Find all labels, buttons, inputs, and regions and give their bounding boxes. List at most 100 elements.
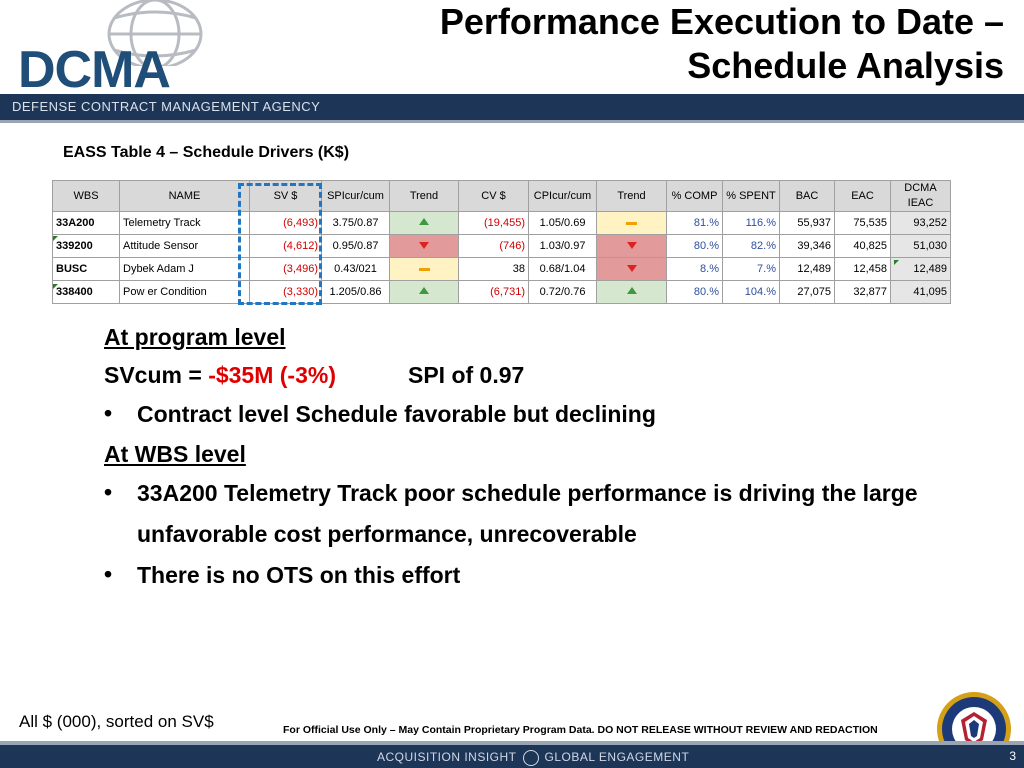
comment-flag (53, 284, 58, 289)
arrow-down-icon (626, 242, 637, 249)
header-wbs: WBS (52, 180, 120, 212)
comment-flag (53, 236, 58, 241)
footer-right-text: GLOBAL ENGAGEMENT (544, 750, 690, 764)
header-bac: BAC (779, 180, 835, 212)
arrow-down-icon (419, 242, 429, 249)
sv-cell: (6,493) (249, 211, 322, 235)
table-row: 339200 Attitude Sensor (4,612) 0.95/0.87 (74… (52, 234, 951, 258)
globe-icon (107, 0, 203, 66)
footer-rule (0, 741, 1024, 745)
globe-icon (522, 749, 539, 766)
name-cell: Pow er Condition (119, 280, 250, 304)
dcma-logo: DCMA (8, 0, 238, 96)
title-line-2: Schedule Analysis (687, 45, 1004, 86)
comp-cell: 8.% (666, 257, 723, 281)
comment-flag (894, 260, 899, 265)
spi-trend-cell (389, 257, 459, 281)
bac-cell: 12,489 (779, 257, 835, 281)
spi-trend-cell (389, 234, 459, 258)
bac-cell: 55,937 (779, 211, 835, 235)
comp-cell: 80.% (666, 280, 723, 304)
header-comp: % COMP (666, 180, 723, 212)
spent-cell: 82.% (722, 234, 780, 258)
table-caption: EASS Table 4 – Schedule Drivers (K$) (63, 144, 350, 161)
cpi-cell: 1.05/0.69 (528, 211, 597, 235)
ieac-cell: 41,095 (890, 280, 951, 304)
program-level-heading: At program level (104, 324, 286, 350)
header-cpi: CPIcur/cum (528, 180, 597, 212)
eac-cell: 75,535 (834, 211, 891, 235)
cpi-cell: 0.68/1.04 (528, 257, 597, 281)
comp-cell: 80.% (666, 234, 723, 258)
spi-trend-cell (389, 280, 459, 304)
ieac-cell: 51,030 (890, 234, 951, 258)
units-note: All $ (000), sorted on SV$ (19, 712, 214, 731)
eac-cell: 32,877 (834, 280, 891, 304)
eac-cell: 40,825 (834, 234, 891, 258)
name-cell: Dybek Adam J (119, 257, 250, 281)
name-cell: Telemetry Track (119, 211, 250, 235)
svcum-value: -$35M (-3%) (208, 362, 336, 388)
bullet-item: • There is no OTS on this effort (104, 555, 944, 596)
cpi-cell: 0.72/0.76 (528, 280, 597, 304)
disclaimer: For Official Use Only – May Contain Prop… (283, 724, 878, 736)
ieac-cell: 93,252 (890, 211, 951, 235)
bullet-text: Contract level Schedule favorable but de… (137, 401, 656, 427)
slide-body: At program level SVcum = -$35M (-3%) SPI … (104, 318, 944, 596)
table-header-row: WBS NAME SV $ SPIcur/cum Trend CV $ CPIc… (52, 180, 951, 212)
wbs-cell: 33A200 (52, 211, 120, 235)
bullet-glyph: • (104, 479, 113, 505)
logo-text: DCMA (18, 41, 171, 99)
wbs-cell: BUSC (52, 257, 120, 281)
dash-icon (418, 267, 430, 271)
table-row: 338400 Pow er Condition (3,330) 1.205/0.86 (… (52, 280, 951, 304)
spi-cell: 0.43/021 (321, 257, 390, 281)
footer-band (0, 745, 1024, 768)
agency-band-underline (0, 120, 1024, 123)
cpi-trend-cell (596, 211, 667, 235)
spi-text: SPI of 0.97 (408, 362, 525, 388)
page-number: 3 (1009, 749, 1016, 763)
spi-cell: 1.205/0.86 (321, 280, 390, 304)
cv-cell: 38 (458, 257, 529, 281)
cpi-trend-cell (596, 257, 667, 281)
agency-band (0, 94, 1024, 120)
slide-title: Performance Execution to Date – Schedule… (304, 0, 1004, 88)
svcum-line: SVcum = -$35M (-3%) SPI of 0.97 (104, 356, 944, 394)
table-row: 33A200 Telemetry Track (6,493) 3.75/0.87 (19… (52, 211, 951, 235)
arrow-up-icon (626, 287, 637, 294)
comp-cell: 81.% (666, 211, 723, 235)
arrow-up-icon (419, 218, 429, 225)
sv-cell: (3,330) (249, 280, 322, 304)
sv-column-highlight (238, 183, 322, 305)
header-cpi-trend: Trend (596, 180, 667, 212)
cpi-trend-cell (596, 280, 667, 304)
cpi-trend-cell (596, 234, 667, 258)
agency-name: DEFENSE CONTRACT MANAGEMENT AGENCY (12, 99, 321, 114)
name-cell: Attitude Sensor (119, 234, 250, 258)
title-line-1: Performance Execution to Date – (439, 1, 1004, 42)
header-cv: CV $ (458, 180, 529, 212)
header-spi-trend: Trend (389, 180, 459, 212)
cv-cell: (746) (458, 234, 529, 258)
footer-left-text: ACQUISITION INSIGHT (377, 750, 517, 764)
wbs-cell: 339200 (52, 234, 120, 258)
cv-cell: (19,455) (458, 211, 529, 235)
spent-cell: 7.% (722, 257, 780, 281)
header-spi: SPIcur/cum (321, 180, 390, 212)
wbs-cell: 338400 (52, 280, 120, 304)
header-eac: EAC (834, 180, 891, 212)
dash-icon (626, 221, 637, 225)
bullet-text: There is no OTS on this effort (137, 562, 461, 588)
footer-tagline: ACQUISITION INSIGHT GLOBAL ENGAGEMENT (377, 748, 689, 766)
arrow-up-icon (419, 287, 429, 294)
arrow-down-icon (626, 265, 637, 272)
bullet-text: 33A200 Telemetry Track poor schedule per… (137, 480, 918, 547)
cv-cell: (6,731) (458, 280, 529, 304)
bullet-glyph: • (104, 400, 113, 426)
cpi-cell: 1.03/0.97 (528, 234, 597, 258)
table-row: BUSC Dybek Adam J (3,496) 0.43/021 38 0.68/1.… (52, 257, 951, 281)
bullet-item: • Contract level Schedule favorable but … (104, 394, 944, 435)
bac-cell: 39,346 (779, 234, 835, 258)
ieac-cell: 12,489 (890, 257, 951, 281)
